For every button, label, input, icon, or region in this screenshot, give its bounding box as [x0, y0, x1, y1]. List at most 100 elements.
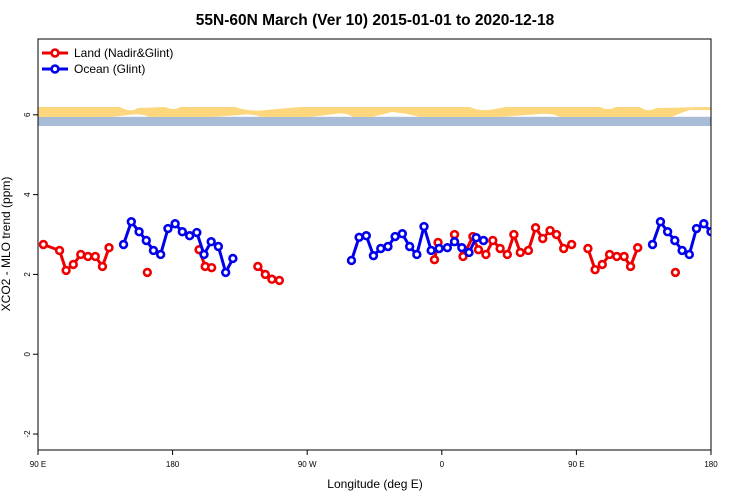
data-point — [457, 242, 467, 253]
map-strip — [38, 107, 711, 126]
x-tick-label: 90 E — [30, 460, 46, 469]
data-point — [488, 235, 498, 246]
data-point — [368, 250, 379, 261]
x-tick-label: 0 — [440, 460, 445, 469]
data-point — [530, 223, 541, 233]
data-point — [126, 217, 137, 227]
data-point — [515, 247, 526, 258]
data-point — [206, 237, 216, 247]
data-point — [699, 219, 709, 229]
data-point — [97, 261, 108, 272]
data-point — [376, 243, 386, 254]
x-tick-label: 180 — [166, 460, 180, 469]
data-point — [419, 221, 429, 232]
data-point — [148, 245, 159, 256]
data-point — [655, 217, 666, 227]
y-tick-label: 4 — [23, 192, 32, 197]
data-point — [426, 245, 436, 256]
data-point — [481, 249, 491, 260]
data-point — [142, 267, 153, 278]
series-layer — [38, 217, 711, 286]
data-point — [633, 242, 643, 253]
data-point — [38, 239, 49, 250]
data-point — [551, 229, 562, 240]
data-point — [670, 267, 681, 278]
data-point — [206, 262, 217, 273]
data-point — [141, 235, 151, 246]
data-point — [558, 243, 569, 254]
x-tick-label: 90 W — [298, 460, 317, 469]
legend-label: Land (Nadir&Glint) — [74, 46, 173, 60]
data-point — [390, 231, 400, 242]
map-land-patch — [409, 110, 439, 114]
data-point — [677, 245, 687, 256]
data-point — [253, 261, 263, 272]
data-point — [429, 254, 440, 265]
data-point — [412, 249, 422, 260]
data-point — [354, 232, 364, 243]
data-point — [691, 223, 702, 234]
legend-marker — [50, 48, 60, 58]
data-point — [163, 223, 173, 234]
legend-label: Ocean (Glint) — [74, 62, 145, 76]
data-point — [54, 245, 65, 256]
x-axis-label: Longitude (deg E) — [327, 477, 422, 491]
y-axis: -2 0 2 4 6 — [23, 112, 38, 438]
map-strip-land-patches — [150, 109, 657, 114]
data-point — [361, 231, 371, 241]
data-point — [228, 253, 238, 264]
data-point — [184, 231, 195, 241]
data-point — [267, 274, 277, 284]
map-land-patch — [150, 109, 166, 113]
data-point — [612, 251, 622, 262]
legend: Land (Nadir&Glint) Ocean (Glint) — [42, 46, 173, 76]
map-land-patch — [191, 110, 201, 114]
data-point — [670, 235, 680, 246]
x-axis: 90 E 180 90 W 0 90 E 180 — [30, 450, 718, 469]
data-point — [442, 242, 453, 253]
data-point — [590, 264, 600, 275]
data-point — [260, 269, 271, 280]
data-point — [199, 249, 209, 260]
map-strip-ocean — [38, 116, 711, 126]
y-axis-label: XCO2 - MLO trend (ppm) — [0, 177, 13, 312]
x-tick-label: 180 — [704, 460, 718, 469]
data-point — [220, 267, 231, 278]
data-point — [473, 244, 484, 255]
data-point — [68, 259, 78, 270]
data-point — [104, 242, 114, 253]
data-point — [458, 251, 468, 262]
chart-title: 55N-60N March (Ver 10) 2015-01-01 to 202… — [196, 12, 555, 29]
y-tick-label: -2 — [23, 430, 32, 438]
data-point — [76, 249, 86, 260]
data-point — [471, 233, 481, 243]
data-point — [566, 239, 577, 250]
legend-marker — [50, 64, 60, 74]
data-point — [662, 227, 673, 237]
data-point — [192, 227, 202, 238]
data-point — [397, 229, 408, 239]
y-tick-label: 0 — [23, 351, 32, 356]
x-tick-label: 90 E — [568, 460, 584, 469]
data-point — [597, 259, 607, 270]
data-point — [346, 255, 357, 266]
data-point — [449, 229, 460, 240]
map-strip-land — [38, 107, 711, 117]
data-point — [61, 265, 71, 276]
data-point — [177, 227, 188, 237]
data-point — [545, 225, 555, 236]
data-point — [134, 227, 144, 237]
data-point — [404, 241, 415, 252]
data-point — [583, 243, 593, 254]
data-point — [274, 275, 285, 286]
data-point — [647, 239, 658, 250]
data-point — [502, 249, 513, 260]
series-ocean — [118, 217, 711, 278]
data-point — [213, 241, 224, 252]
y-tick-label: 2 — [23, 272, 32, 277]
data-point — [684, 249, 695, 260]
data-point — [170, 219, 180, 229]
plot-frame — [37, 38, 712, 451]
data-point — [495, 243, 505, 254]
data-point — [383, 241, 393, 252]
